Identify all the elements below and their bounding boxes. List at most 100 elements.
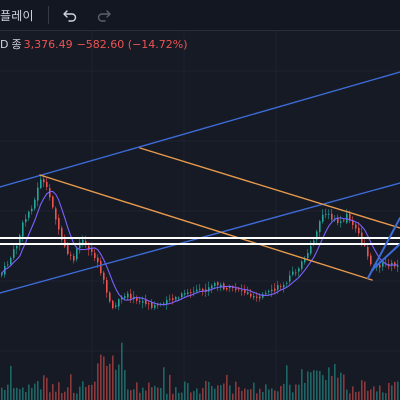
volume-bar bbox=[205, 380, 207, 400]
candle-body bbox=[103, 272, 105, 280]
candle-body bbox=[175, 297, 177, 300]
candle-body bbox=[289, 275, 291, 282]
volume-bar bbox=[79, 386, 81, 400]
candle-body bbox=[391, 262, 393, 266]
candle-body bbox=[178, 297, 180, 299]
candle-body bbox=[256, 296, 258, 298]
candle-body bbox=[274, 288, 276, 291]
volume-bar bbox=[382, 392, 384, 400]
volume-bar bbox=[10, 365, 12, 400]
candle-body bbox=[124, 296, 126, 299]
volume-bar bbox=[217, 385, 219, 400]
volume-bar bbox=[73, 392, 75, 400]
volume-bar bbox=[16, 387, 18, 400]
volume-bar bbox=[151, 387, 153, 400]
drawing-tools[interactable] bbox=[0, 71, 400, 294]
candle-body bbox=[340, 221, 342, 223]
volume-bar bbox=[343, 374, 345, 400]
candle-body bbox=[16, 246, 18, 249]
candle-body bbox=[214, 283, 216, 286]
legend-close-label: 종 bbox=[11, 38, 22, 51]
candle-body bbox=[67, 245, 69, 254]
candle-body bbox=[232, 286, 234, 289]
volume-bar bbox=[40, 389, 42, 400]
candle-body bbox=[151, 302, 153, 308]
volume-bar bbox=[316, 370, 318, 400]
volume-bar bbox=[388, 382, 390, 400]
volume-bar bbox=[175, 387, 177, 400]
volume-bar bbox=[298, 384, 300, 400]
volume-bar bbox=[187, 383, 189, 400]
volume-bar bbox=[88, 385, 90, 400]
volume-bar bbox=[37, 381, 39, 400]
candle-body bbox=[142, 301, 144, 303]
candle-body bbox=[295, 272, 297, 274]
candle-body bbox=[238, 288, 240, 290]
undo-arrow-icon bbox=[63, 10, 76, 22]
candle-body bbox=[268, 290, 270, 292]
candle-body bbox=[328, 213, 330, 215]
candle-body bbox=[100, 261, 102, 274]
candle-body bbox=[331, 213, 333, 220]
volume-bar bbox=[13, 388, 15, 400]
price-chart[interactable] bbox=[0, 31, 400, 400]
volume-bar bbox=[274, 390, 276, 400]
volume-bar bbox=[121, 342, 123, 400]
volume-bar bbox=[133, 389, 135, 400]
candle-body bbox=[40, 179, 42, 189]
candle-body bbox=[46, 181, 48, 188]
candle-body bbox=[196, 289, 198, 292]
volume-bar bbox=[259, 388, 261, 400]
undo-button[interactable] bbox=[57, 2, 83, 28]
volume-bar bbox=[319, 370, 321, 400]
volume-bar bbox=[7, 384, 9, 400]
volume-bar bbox=[94, 381, 96, 400]
candle-body bbox=[265, 292, 267, 295]
candle-body bbox=[181, 293, 183, 298]
candle-body bbox=[226, 287, 228, 290]
volume-bar bbox=[163, 367, 165, 400]
price-legend: D 종 3,376.49 −582.60 (−14.72%) bbox=[0, 36, 188, 52]
candle-body bbox=[190, 292, 192, 293]
candle-body bbox=[352, 219, 354, 225]
candle-body bbox=[70, 254, 72, 256]
volume-bar bbox=[349, 393, 351, 400]
redo-button[interactable] bbox=[91, 2, 117, 28]
candle-body bbox=[34, 199, 36, 209]
volume-bar bbox=[82, 381, 84, 400]
volume-bar bbox=[265, 384, 267, 400]
volume-bar bbox=[376, 391, 378, 400]
volume-bar bbox=[49, 392, 51, 400]
candle-body bbox=[208, 287, 210, 292]
candle-body bbox=[235, 288, 237, 290]
wedge-line bbox=[371, 243, 400, 271]
volume-bar bbox=[304, 382, 306, 400]
candle-body bbox=[106, 280, 108, 293]
orange-channel-upper-line bbox=[139, 147, 400, 229]
candle-body bbox=[316, 231, 318, 240]
volume-bar bbox=[64, 391, 66, 400]
candle-body bbox=[217, 282, 219, 286]
redo-arrow-icon bbox=[97, 10, 111, 22]
candle-body bbox=[145, 300, 147, 304]
candle-body bbox=[283, 285, 285, 288]
replay-button[interactable]: 플레이 bbox=[0, 8, 34, 23]
volume-bar bbox=[202, 387, 204, 400]
candle-body bbox=[187, 292, 189, 294]
volume-bar bbox=[397, 381, 399, 400]
candle-body bbox=[349, 213, 351, 221]
volume-bar bbox=[241, 390, 243, 400]
candle-body bbox=[166, 300, 168, 305]
volume-bar bbox=[367, 390, 369, 400]
candle-body bbox=[244, 289, 246, 293]
volume-bar bbox=[289, 384, 291, 400]
candle-body bbox=[271, 289, 273, 292]
candle-body bbox=[172, 298, 174, 301]
top-toolbar: 플레이 bbox=[0, 0, 400, 31]
candle-body bbox=[115, 305, 117, 307]
candle-body bbox=[49, 188, 51, 198]
volume-bar bbox=[91, 384, 93, 400]
volume-bar bbox=[295, 384, 297, 400]
volume-bar bbox=[142, 387, 144, 400]
volume-bar bbox=[43, 375, 45, 400]
